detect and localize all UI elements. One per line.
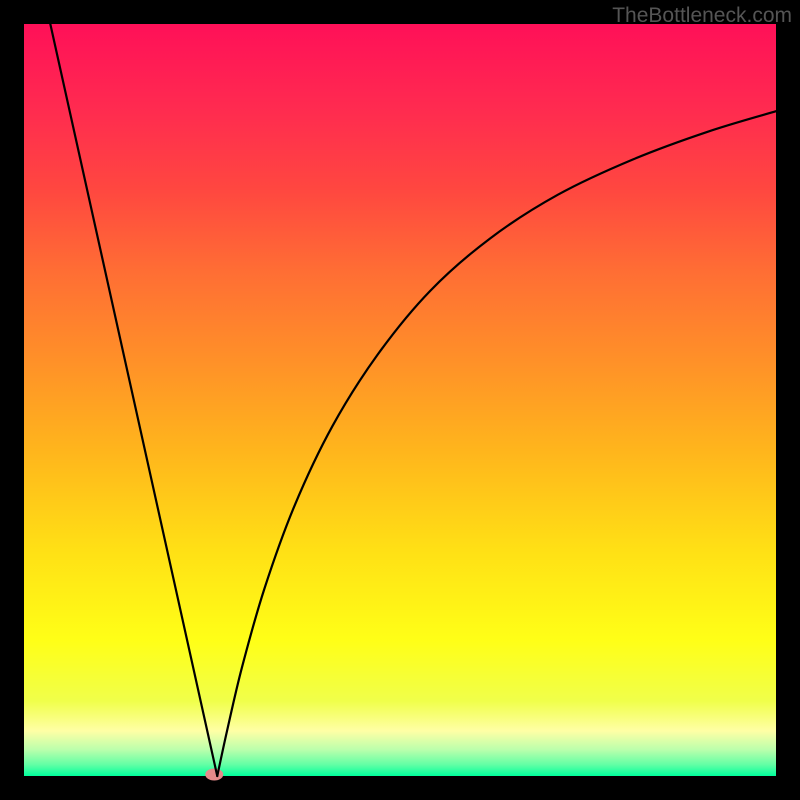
chart-svg: [0, 0, 800, 800]
chart-background-gradient: [24, 24, 776, 776]
optimal-point-marker: [205, 768, 223, 780]
watermark-text: TheBottleneck.com: [612, 4, 792, 28]
bottleneck-chart: TheBottleneck.com: [0, 0, 800, 800]
